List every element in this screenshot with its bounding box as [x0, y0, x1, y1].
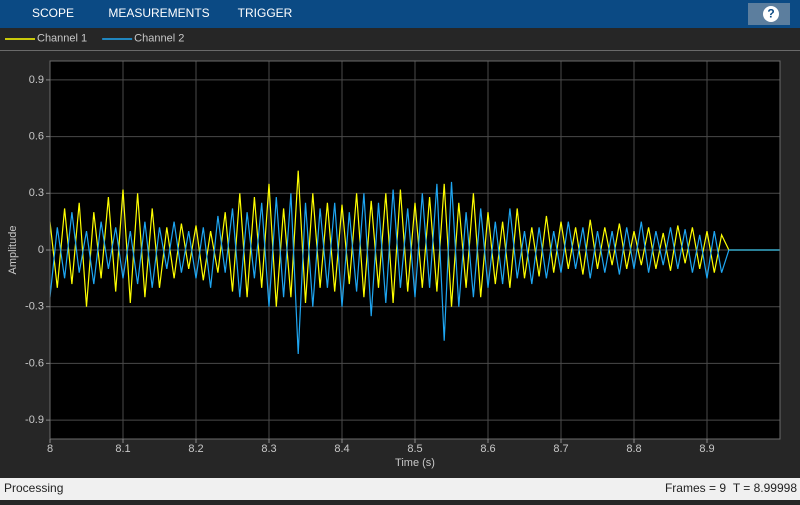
legend-label: Channel 2: [134, 32, 184, 44]
x-axis-label: Time (s): [395, 457, 435, 469]
toolbar-tab[interactable]: SCOPE: [32, 6, 74, 20]
x-tick-label: 8.7: [553, 443, 568, 455]
help-icon: [763, 6, 779, 22]
status-bar: [0, 478, 800, 500]
x-tick-label: 8: [47, 443, 53, 455]
x-tick-label: 8.9: [699, 443, 714, 455]
y-tick-label: -0.3: [25, 301, 44, 313]
status-state: Processing: [4, 481, 63, 495]
legend-bar: [0, 28, 800, 50]
toolbar-tab[interactable]: MEASUREMENTS: [108, 6, 209, 20]
y-tick-label: -0.6: [25, 357, 44, 369]
status-time: T = 8.99998: [733, 481, 797, 495]
x-tick-label: 8.4: [334, 443, 349, 455]
status-frames: Frames = 9: [665, 481, 726, 495]
legend-label: Channel 1: [37, 32, 87, 44]
y-tick-label: 0.6: [29, 131, 44, 143]
y-tick-label: -0.9: [25, 414, 44, 426]
y-tick-label: 0.9: [29, 74, 44, 86]
y-tick-label: 0.3: [29, 187, 44, 199]
y-tick-label: 0: [38, 244, 44, 256]
toolbar: [0, 0, 800, 28]
series-line: [49, 181, 780, 354]
x-tick-label: 8.2: [188, 443, 203, 455]
help-label[interactable]: ?: [767, 7, 774, 21]
x-tick-label: 8.8: [626, 443, 641, 455]
x-tick-label: 8.1: [115, 443, 130, 455]
x-tick-label: 8.5: [407, 443, 422, 455]
x-tick-label: 8.6: [480, 443, 495, 455]
series-line: [49, 170, 780, 307]
x-tick-label: 8.3: [261, 443, 276, 455]
y-axis-label: Amplitude: [7, 226, 19, 275]
toolbar-tab[interactable]: TRIGGER: [238, 6, 293, 20]
